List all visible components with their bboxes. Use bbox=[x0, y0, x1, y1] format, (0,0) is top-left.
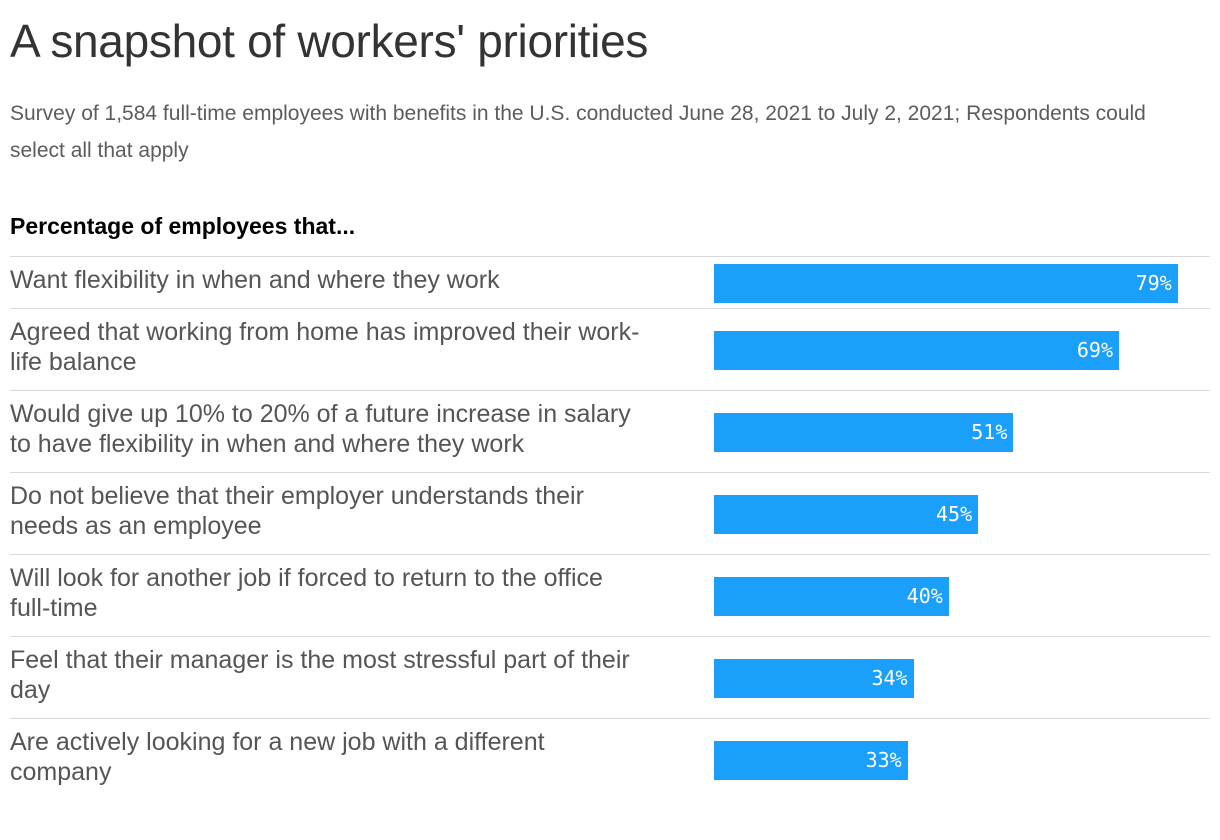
row-label: Are actively looking for a new job with … bbox=[10, 728, 545, 786]
row-label: Would give up 10% to 20% of a future inc… bbox=[10, 400, 631, 458]
row-label: Will look for another job if forced to r… bbox=[10, 564, 603, 622]
bar-value-label: 45% bbox=[936, 502, 973, 526]
table-row: Will look for another job if forced to r… bbox=[10, 554, 1210, 636]
table-row: Do not believe that their employer under… bbox=[10, 472, 1210, 554]
bar: 69% bbox=[714, 331, 1120, 370]
bar-value-label: 33% bbox=[865, 748, 902, 772]
bar: 40% bbox=[714, 577, 949, 616]
bar: 45% bbox=[714, 495, 979, 534]
chart-subtitle: Survey of 1,584 full-time employees with… bbox=[10, 102, 1146, 162]
table-row: Agreed that working from home has improv… bbox=[10, 308, 1210, 390]
bar-value-label: 34% bbox=[871, 666, 908, 690]
bar: 33% bbox=[714, 741, 908, 780]
chart-title: A snapshot of workers' priorities bbox=[10, 15, 649, 67]
table-row: Want flexibility in when and where they … bbox=[10, 256, 1210, 308]
bar-value-label: 79% bbox=[1135, 271, 1172, 295]
row-label: Want flexibility in when and where they … bbox=[10, 266, 500, 294]
row-label: Agreed that working from home has improv… bbox=[10, 318, 640, 376]
bar-value-label: 69% bbox=[1076, 338, 1114, 362]
table-row: Would give up 10% to 20% of a future inc… bbox=[10, 390, 1210, 472]
bar: 79% bbox=[714, 264, 1178, 303]
bar: 51% bbox=[714, 413, 1014, 452]
row-label: Feel that their manager is the most stre… bbox=[10, 646, 630, 704]
table-header: Percentage of employees that... bbox=[10, 213, 356, 239]
bar: 34% bbox=[714, 659, 914, 698]
row-label: Do not believe that their employer under… bbox=[10, 482, 584, 540]
bar-value-label: 51% bbox=[971, 420, 1008, 444]
table-row: Feel that their manager is the most stre… bbox=[10, 636, 1210, 718]
bar-value-label: 40% bbox=[906, 584, 943, 608]
table-row: Are actively looking for a new job with … bbox=[10, 718, 1210, 800]
